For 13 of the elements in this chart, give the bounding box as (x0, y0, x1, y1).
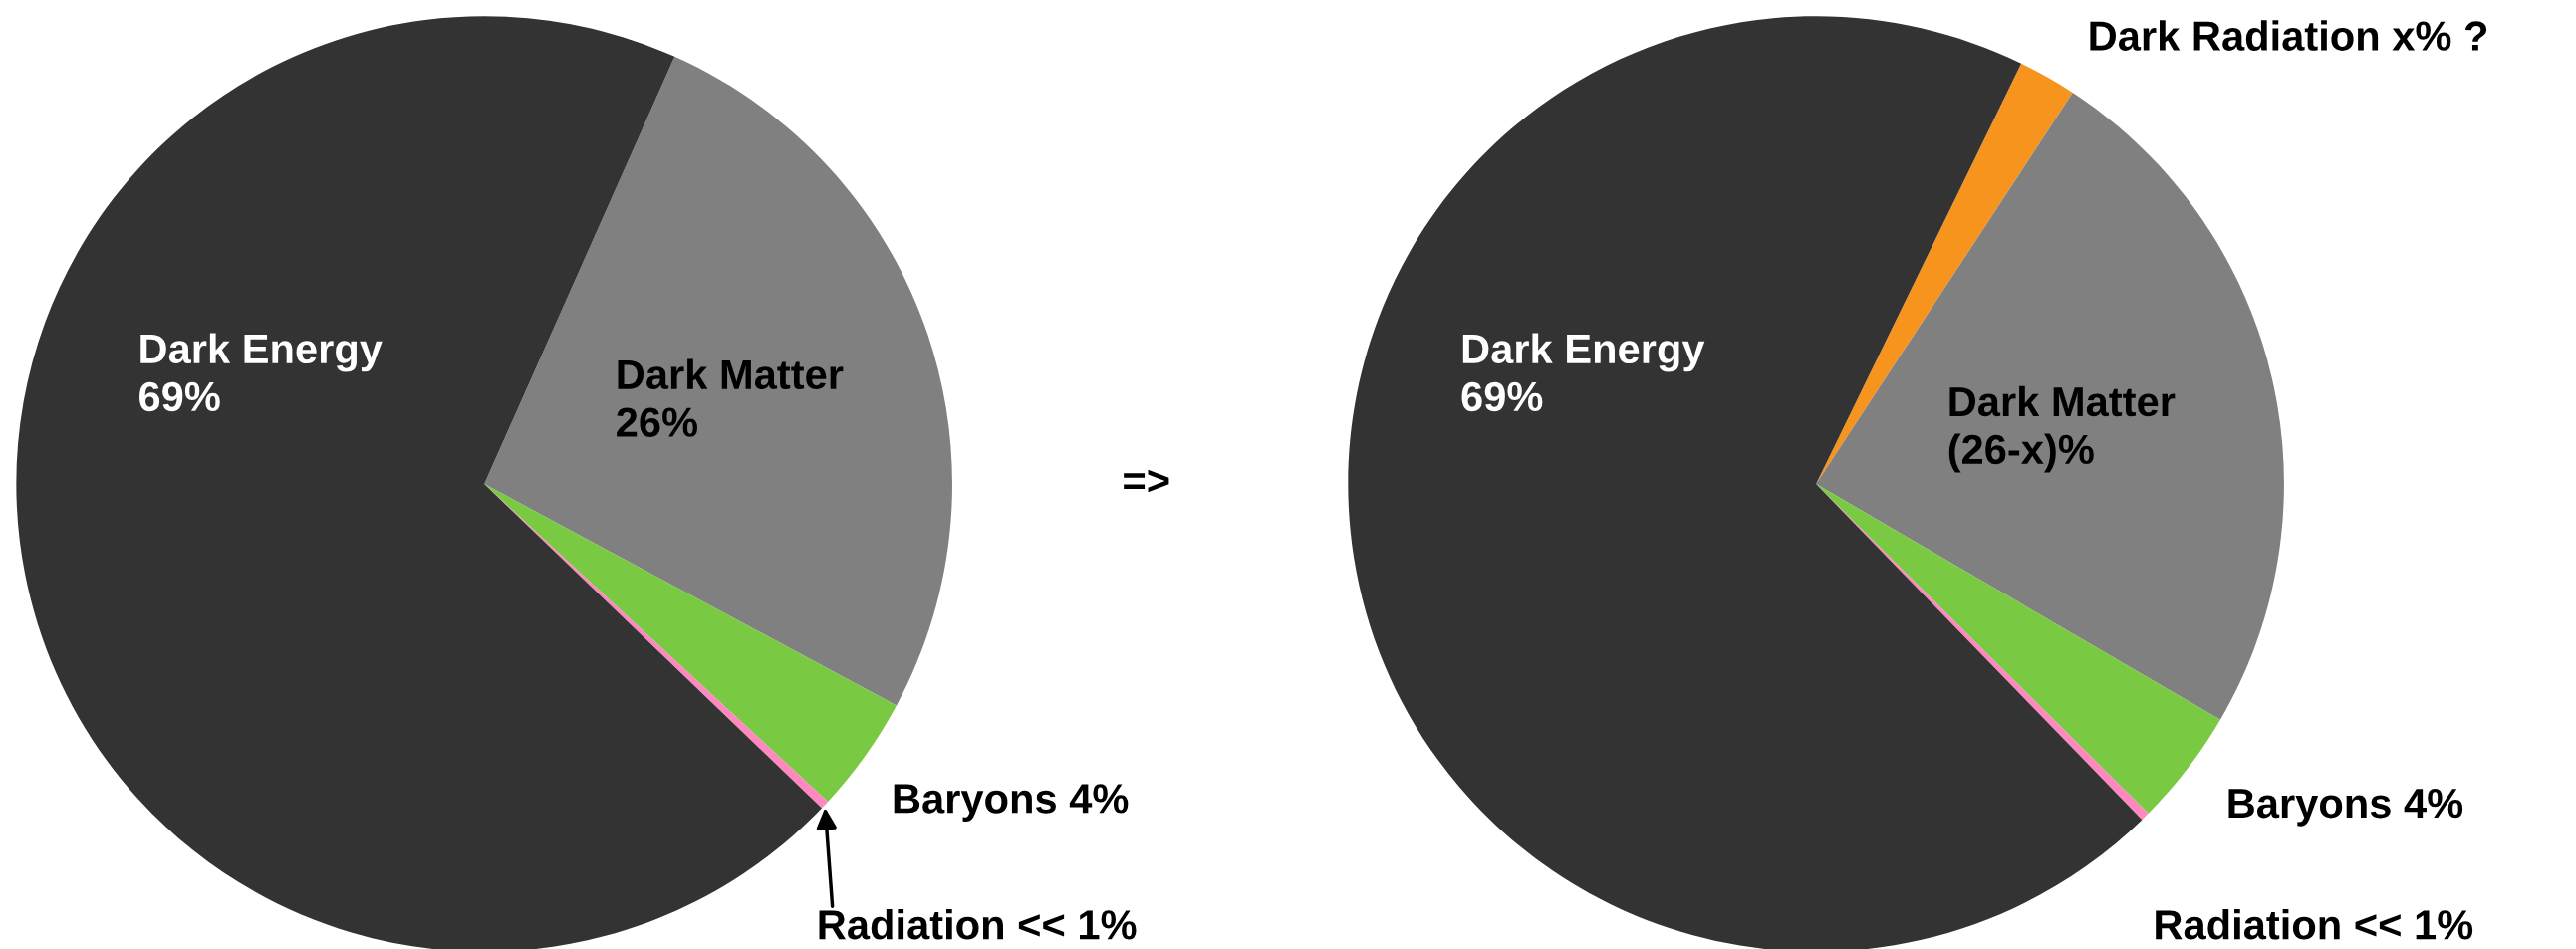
slice-label: Dark Radiation x% ? (2090, 20, 2487, 51)
data-label: 69% (139, 381, 220, 412)
slice-label: Dark Matter (26-x)% (1948, 385, 2176, 473)
slice-label: Baryons 4% (894, 784, 1129, 822)
slice-label: Radiation << 1% (2156, 908, 2473, 940)
slice-label: Dark Energy (1462, 333, 1705, 372)
slice-label: Radiation << 1% (819, 908, 1137, 940)
data-label: 69% (1461, 381, 1543, 412)
slice-label: Baryons 4% (2228, 789, 2463, 827)
text: => (1124, 469, 1169, 493)
slice-label: Dark Matter (618, 358, 844, 390)
data-label: 26% (617, 407, 698, 437)
slice-label: Dark Energy (140, 333, 383, 372)
